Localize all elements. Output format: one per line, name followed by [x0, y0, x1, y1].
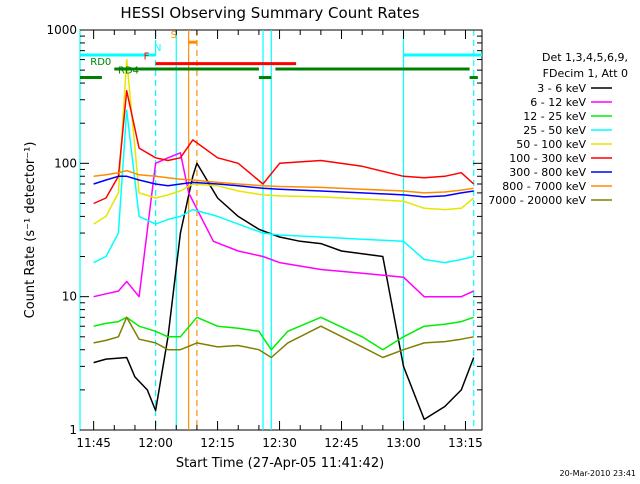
legend-header-line-1: Det 1,3,4,5,6,9,: [542, 51, 628, 64]
x-axis-label: Start Time (27-Apr-05 11:41:42): [176, 456, 384, 471]
series-line-6: [93, 175, 474, 198]
plot-frame: [79, 29, 483, 431]
vertical-markers: [79, 30, 475, 430]
series-line-0: [93, 162, 475, 421]
annotation-label: RD0: [90, 57, 111, 68]
series-line-7: [93, 169, 474, 194]
annotation-label: F: [144, 52, 150, 63]
series-line-2: [93, 316, 474, 351]
legend: Det 1,3,4,5,6,9, FDecim 1, Att 0 3 - 6 k…: [488, 51, 628, 207]
chart-title: HESSI Observing Summary Count Rates: [120, 4, 419, 22]
legend-label: 25 - 50 keV: [523, 124, 586, 137]
y-tick-label: 1: [69, 423, 77, 437]
x-tick-label: 12:00: [138, 436, 173, 450]
x-tick-label: 13:15: [448, 436, 483, 450]
legend-label: 7000 - 20000 keV: [488, 194, 586, 207]
series-line-5: [93, 90, 475, 205]
legend-header-line-2: FDecim 1, Att 0: [543, 67, 628, 80]
series-line-8: [93, 316, 474, 359]
legend-label: 300 - 800 keV: [509, 166, 586, 179]
annotation-bars: NS F RD0 RD4: [80, 30, 482, 80]
y-tick-label: 1000: [46, 23, 77, 37]
y-axis-label: Count Rate (s⁻¹ detector⁻¹): [23, 142, 38, 319]
x-tick-label: 12:30: [262, 436, 297, 450]
series-layer: [93, 58, 475, 421]
legend-label: 12 - 25 keV: [523, 110, 586, 123]
annotation-label: S: [171, 30, 177, 41]
series-line-4: [93, 58, 475, 225]
x-tick-label: 12:15: [200, 436, 235, 450]
legend-label: 800 - 7000 keV: [502, 180, 586, 193]
plot-area: [79, 29, 483, 431]
x-tick-label: 13:00: [386, 436, 421, 450]
axes: 1 10 100 1000 11:45 12:00 12:15 12:30 12:45 13:00…: [46, 23, 482, 450]
legend-label: 50 - 100 keV: [516, 138, 586, 151]
annotation-label: RD4: [118, 66, 139, 77]
x-tick-label: 11:45: [76, 436, 111, 450]
legend-label: 3 - 6 keV: [537, 82, 586, 95]
annotation-label: N: [154, 43, 161, 54]
y-tick-label: 100: [54, 156, 77, 170]
legend-label: 100 - 300 keV: [509, 152, 586, 165]
x-tick-label: 12:45: [324, 436, 359, 450]
series-line-3: [93, 109, 474, 264]
y-tick-label: 10: [62, 290, 77, 304]
legend-label: 6 - 12 keV: [530, 96, 586, 109]
series-line-1: [93, 152, 475, 298]
timestamp: 20-Mar-2010 23:41: [560, 469, 637, 478]
